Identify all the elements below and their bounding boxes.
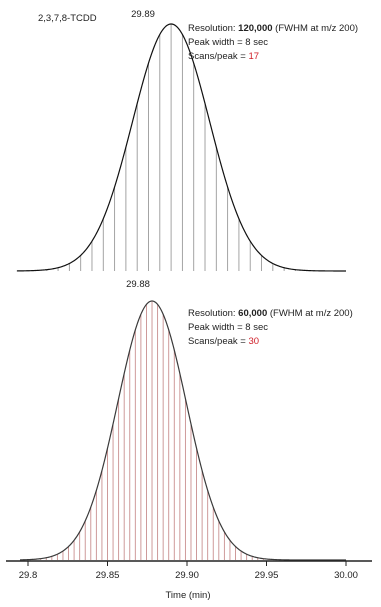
bottom-resolution-line: Resolution: 60,000 (FWHM at m/z 200)	[188, 308, 353, 319]
top-panel: 2,3,7,8-TCDD 29.89 Resolution: 120,000 (…	[17, 9, 358, 271]
bottom-scans-line: Scans/peak = 30	[188, 336, 259, 347]
bottom-resolution-value: 60,000	[238, 308, 267, 319]
compound-label: 2,3,7,8-TCDD	[38, 13, 97, 24]
x-axis-label: Time (min)	[165, 590, 210, 601]
bottom-scans-prefix: Scans/peak =	[188, 336, 248, 347]
x-tick-label: 29.95	[255, 570, 279, 581]
x-tick-label: 30.00	[334, 570, 358, 581]
top-resolution-prefix: Resolution:	[188, 23, 238, 34]
bottom-scan-sticks	[24, 301, 341, 560]
top-peak-label: 29.89	[131, 9, 155, 20]
top-scan-sticks	[24, 24, 340, 271]
bottom-panel: 29.88 Resolution: 60,000 (FWHM at m/z 20…	[6, 279, 372, 601]
top-resolution-value: 120,000	[238, 23, 272, 34]
top-peak-width: Peak width = 8 sec	[188, 37, 268, 48]
x-tick-label: 29.85	[96, 570, 120, 581]
top-resolution-suffix: (FWHM at m/z 200)	[273, 23, 359, 34]
bottom-resolution-prefix: Resolution:	[188, 308, 238, 319]
top-scans-line: Scans/peak = 17	[188, 51, 259, 62]
x-tick-label: 29.90	[175, 570, 199, 581]
bottom-peak-curve	[20, 301, 346, 560]
bottom-resolution-suffix: (FWHM at m/z 200)	[267, 308, 353, 319]
bottom-peak-width: Peak width = 8 sec	[188, 322, 268, 333]
x-tick-label: 29.8	[19, 570, 38, 581]
top-scans-prefix: Scans/peak =	[188, 51, 248, 62]
bottom-scans-value: 30	[248, 336, 259, 347]
top-scans-value: 17	[248, 51, 259, 62]
top-resolution-line: Resolution: 120,000 (FWHM at m/z 200)	[188, 23, 358, 34]
x-axis-ticks: 29.8 29.85 29.90 29.95 30.00	[19, 561, 358, 581]
top-peak-curve	[17, 24, 346, 271]
bottom-peak-label: 29.88	[126, 279, 150, 290]
